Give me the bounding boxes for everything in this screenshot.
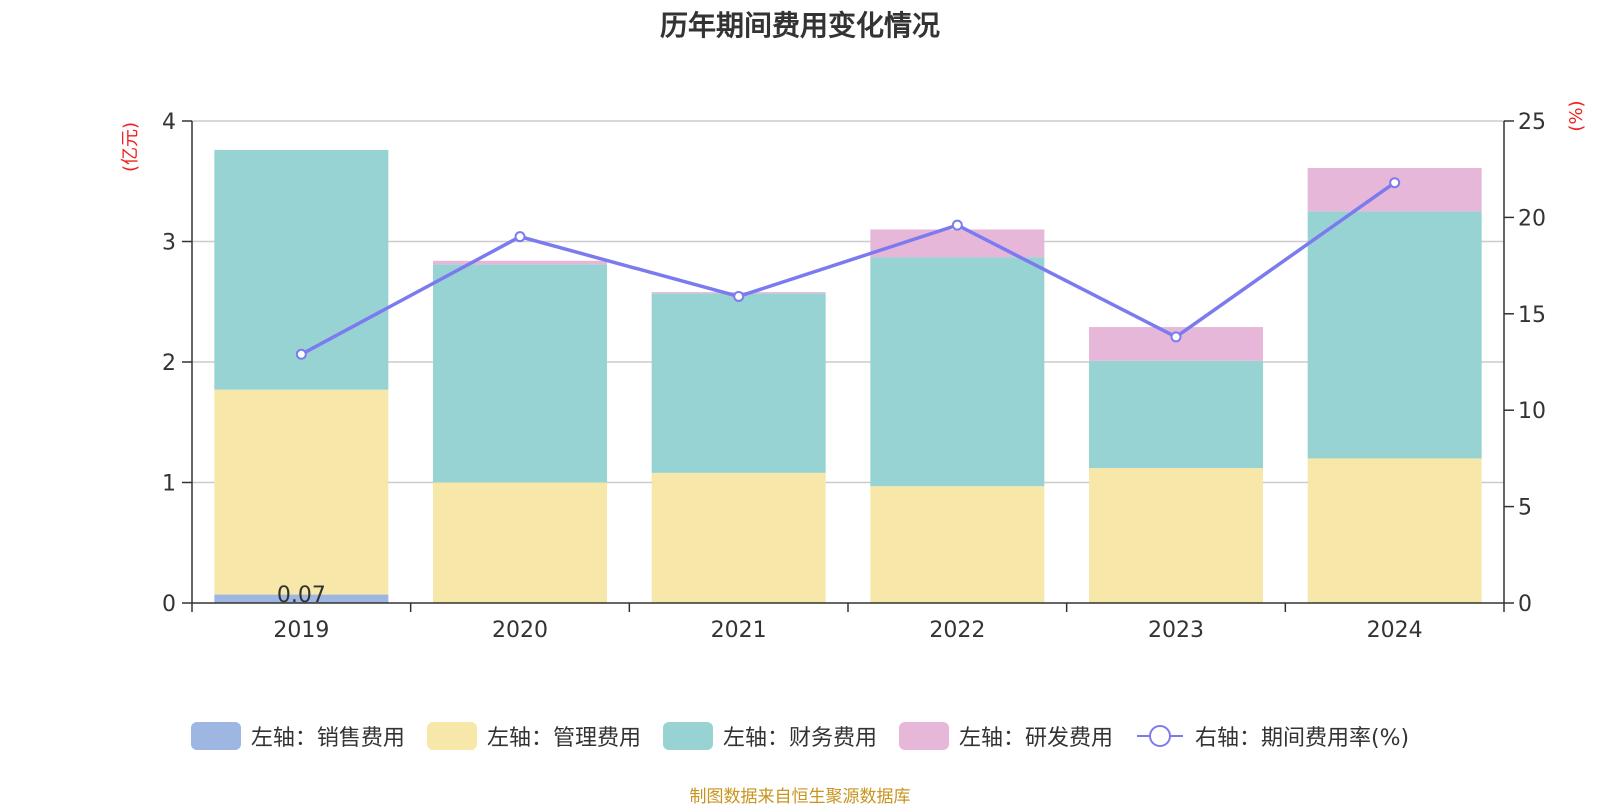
bar-segment (433, 264, 607, 483)
rate-point (514, 231, 526, 243)
y-right-tick-label: 10 (1518, 399, 1546, 424)
bar-segment (1307, 211, 1482, 459)
legend-item[interactable]: 左轴：研发费用 (898, 720, 1113, 752)
bar-segment (214, 389, 389, 595)
y-right-tick-label: 25 (1518, 110, 1546, 135)
bar-segment (433, 260, 607, 265)
source-note: 制图数据来自恒生聚源数据库 (689, 787, 911, 807)
y-left-tick-label: 3 (162, 231, 176, 256)
y-left-tick-label: 2 (162, 351, 176, 376)
legend: 左轴：销售费用 左轴：管理费用 左轴：财务费用 左轴：研发费用 右轴：期间费用率(%) (0, 720, 1600, 752)
bar-group (214, 149, 1482, 603)
bar-segment (1307, 167, 1482, 212)
x-tick-label: 2019 (273, 618, 329, 643)
axes: 0 1 2 3 4 0 5 10 15 20 25 (亿元) (%) 2019 2020 2021 2022 20… (120, 100, 1587, 643)
bar-segment (1307, 458, 1482, 603)
legend-label: 左轴：研发费用 (958, 726, 1113, 751)
grid-lines (192, 120, 1504, 484)
y-right-tick-label: 5 (1518, 496, 1532, 521)
rate-point (1389, 177, 1401, 189)
y-left-tick-label: 1 (162, 472, 176, 497)
rate-point (733, 290, 745, 302)
rate-line-group (295, 177, 1401, 360)
x-tick-label: 2022 (929, 618, 985, 643)
x-tick-label: 2023 (1148, 618, 1204, 643)
legend-item[interactable]: 左轴：销售费用 (190, 720, 405, 752)
y-right-tick-label: 0 (1518, 592, 1532, 617)
y-left-tick-label: 4 (162, 110, 176, 135)
x-tick-label: 2021 (711, 618, 767, 643)
bar-segment (651, 293, 826, 473)
y-right-tick-label: 15 (1518, 303, 1546, 328)
rate-point (951, 219, 963, 231)
legend-label: 左轴：管理费用 (486, 726, 641, 751)
legend-swatch (662, 722, 713, 750)
legend-swatch (190, 722, 241, 750)
legend-line-circle (1148, 725, 1171, 747)
bar-segment (870, 257, 1045, 487)
bar-segment (651, 472, 826, 603)
y-right-tick-label: 20 (1518, 206, 1546, 231)
legend-item[interactable]: 右轴：期间费用率(%) (1135, 720, 1409, 752)
bar-segment (1089, 468, 1263, 603)
legend-label: 左轴：销售费用 (250, 726, 405, 751)
chart-title: 历年期间费用变化情况 (659, 9, 940, 42)
rate-point (1170, 331, 1182, 343)
y-left-unit-label: (亿元) (120, 122, 141, 172)
bar-segment (214, 594, 389, 603)
rate-line (300, 181, 1396, 356)
legend-swatch (426, 722, 477, 750)
legend-swatch (898, 722, 949, 750)
data-label: 0.07 (277, 583, 326, 608)
y-left-tick-label: 0 (162, 592, 176, 617)
legend-label: 右轴：期间费用率(%) (1194, 726, 1410, 751)
bar-segment (433, 482, 607, 603)
data-labels: 0.07 (277, 583, 326, 608)
bar-segment (1089, 360, 1263, 469)
x-tick-label: 2024 (1367, 618, 1423, 643)
legend-item[interactable]: 左轴：管理费用 (426, 720, 641, 752)
rate-point (295, 348, 307, 360)
bar-segment (870, 486, 1045, 603)
x-tick-label: 2020 (492, 618, 548, 643)
legend-line-marker-icon (1136, 725, 1183, 747)
legend-label: 左轴：财务费用 (722, 726, 877, 751)
y-right-unit-label: (%) (1566, 100, 1587, 131)
legend-item[interactable]: 左轴：财务费用 (662, 720, 877, 752)
